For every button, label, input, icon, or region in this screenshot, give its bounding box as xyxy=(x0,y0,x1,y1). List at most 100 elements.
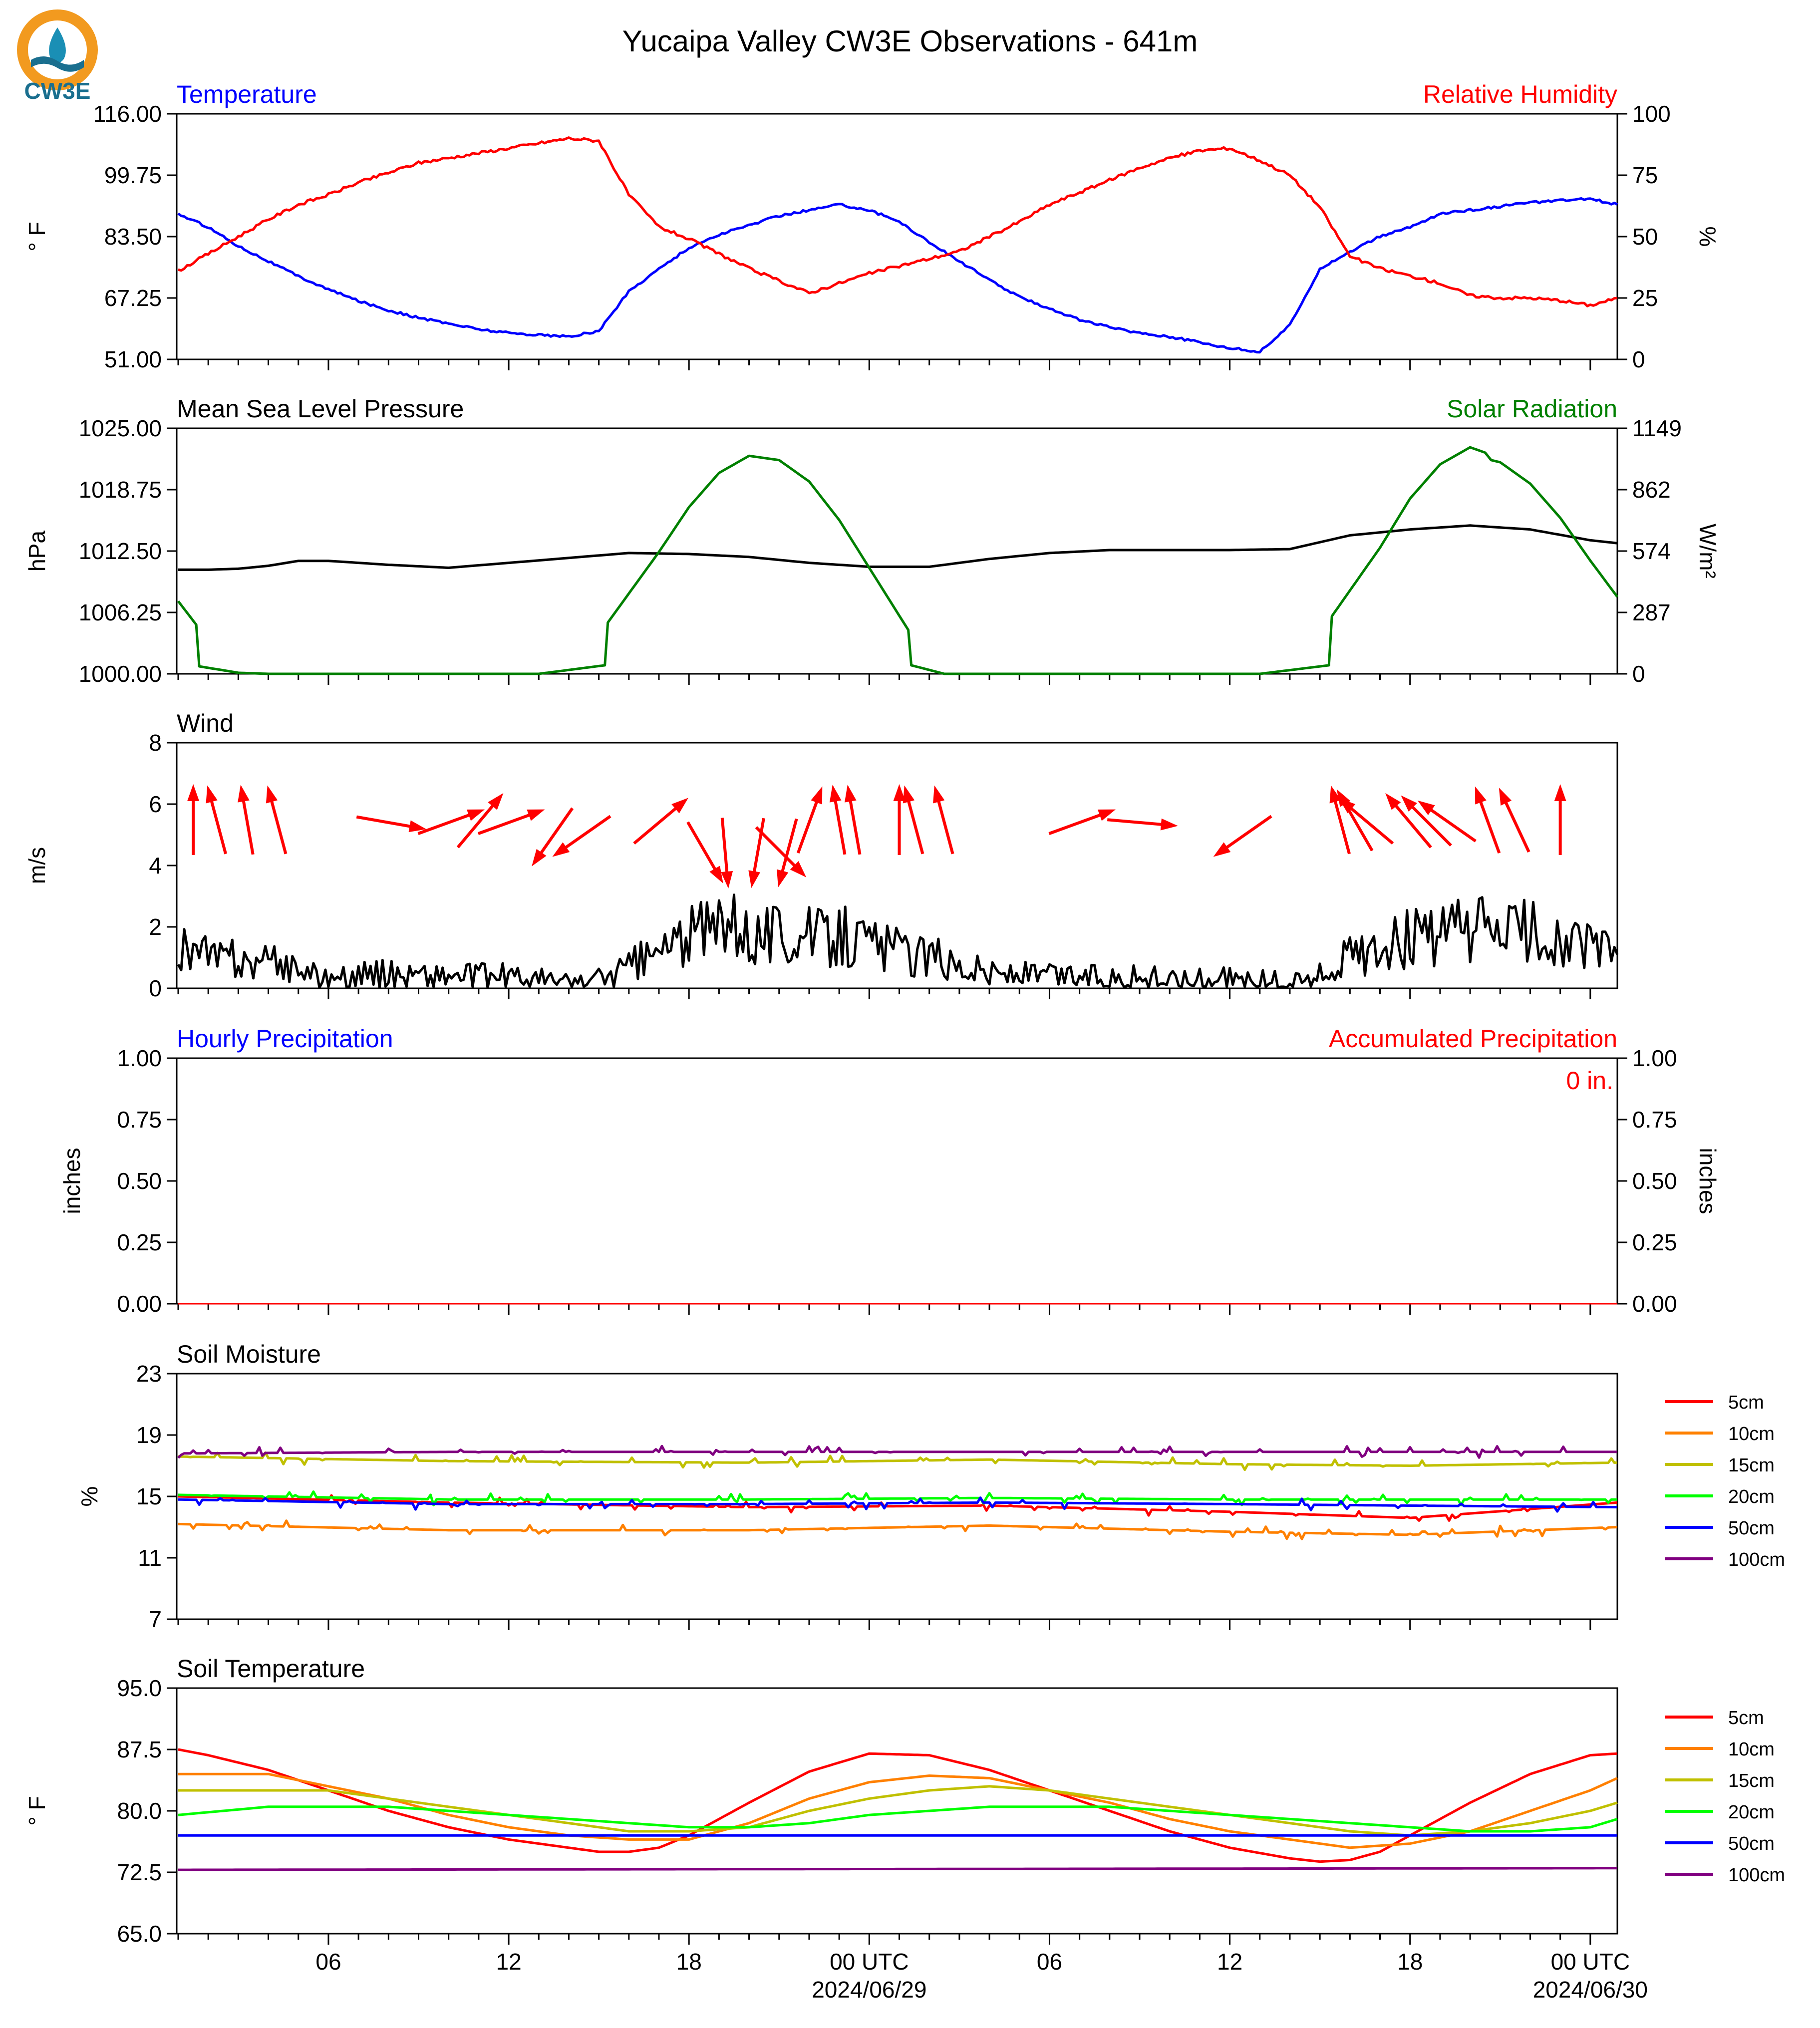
y-axis-label-right: inches xyxy=(1695,1148,1721,1214)
y-tick-label-right: 50 xyxy=(1632,224,1658,250)
x-tick-label: 00 UTC xyxy=(1551,1949,1630,1975)
legend-label: 5cm xyxy=(1728,1708,1764,1729)
wind-arrow xyxy=(477,809,545,835)
y-tick-label-left: 23 xyxy=(136,1361,162,1387)
legend-soil_moisture: 5cm 10cm 15cm 20cm 50cm 100cm xyxy=(1665,1392,1785,1570)
wind-arrow-head xyxy=(552,842,570,857)
wind-arrow xyxy=(633,798,688,845)
series-line-15cm xyxy=(178,1451,1618,1471)
panel-precipitation: 0.00 0.25 0.50 0.75 1.00 0.00 0.25 0.50 0.75 1.00… xyxy=(59,1025,1721,1317)
legend-label: 15cm xyxy=(1728,1770,1775,1791)
wind-arrow-head xyxy=(206,785,218,804)
wind-arrow xyxy=(1107,818,1178,831)
wind-arrow-head xyxy=(671,798,688,814)
wind-arrow-head xyxy=(790,861,807,877)
panel-temperature_rh: 51.00 67.25 83.50 99.75 116.00 0 25 50 75 100 ° F%… xyxy=(24,80,1721,372)
y-tick-label-left: 65.0 xyxy=(117,1921,162,1947)
wind-arrow-head xyxy=(408,820,427,833)
panel-title-left: Temperature xyxy=(177,80,317,108)
wind-arrow xyxy=(1048,809,1116,835)
panel-title-left: Soil Temperature xyxy=(177,1655,365,1683)
y-tick-label-left: 72.5 xyxy=(117,1859,162,1885)
y-tick-label-left: 0.25 xyxy=(117,1229,162,1255)
panels: 51.00 67.25 83.50 99.75 116.00 0 25 50 75 100 ° F%… xyxy=(24,80,1785,2003)
wind-arrow xyxy=(1554,784,1566,855)
wind-arrow-head xyxy=(532,849,547,867)
wind-arrow xyxy=(1417,800,1477,843)
panel-title-left: Soil Moisture xyxy=(177,1340,321,1368)
y-tick-label-left: 0.50 xyxy=(117,1168,162,1194)
wind-arrow-head xyxy=(829,785,842,803)
panel-title-right: Accumulated Precipitation xyxy=(1329,1025,1617,1053)
cw3e-logo: CW3E xyxy=(17,9,98,104)
logo-ring xyxy=(17,9,98,90)
series-line xyxy=(178,524,1618,571)
y-tick-label-right: 574 xyxy=(1632,538,1671,564)
wind-arrow-head xyxy=(1499,788,1512,806)
wind-arrow-head xyxy=(1097,809,1116,821)
wind-arrow-head xyxy=(893,784,906,801)
y-tick-label-left: 1025.00 xyxy=(79,415,162,441)
y-tick-label-right: 0 xyxy=(1632,346,1645,372)
y-axis-label-left: % xyxy=(76,1486,102,1507)
plot-frame xyxy=(176,1057,1618,1305)
wind-arrow-head xyxy=(1554,784,1566,801)
y-tick-label-left: 95.0 xyxy=(117,1675,162,1701)
y-tick-label-left: 1000.00 xyxy=(79,661,162,687)
wind-arrow xyxy=(686,821,723,883)
panel-title-left: Hourly Precipitation xyxy=(177,1025,393,1053)
wind-arrow-head xyxy=(1385,793,1401,810)
panel-pressure_solar: 1000.00 1006.25 1012.50 1018.75 1025.00 0 287 5… xyxy=(24,395,1721,687)
series-line-15cm xyxy=(178,1785,1618,1837)
legend-label: 50cm xyxy=(1728,1518,1775,1539)
y-tick-label-left: 1012.50 xyxy=(79,538,162,564)
y-tick-label-left: 80.0 xyxy=(117,1798,162,1824)
wind-arrow xyxy=(720,818,733,888)
legend-label: 100cm xyxy=(1728,1865,1785,1886)
series-line-5cm xyxy=(178,1494,1618,1522)
series-line xyxy=(177,197,1618,354)
legend-label: 20cm xyxy=(1728,1802,1775,1823)
y-tick-label-right: 100 xyxy=(1632,101,1671,127)
y-tick-label-left: 67.25 xyxy=(104,285,162,311)
y-tick-label-left: 116.00 xyxy=(93,101,162,127)
wind-arrow xyxy=(893,784,906,855)
y-tick-label-left: 0.75 xyxy=(117,1107,162,1133)
wind-arrow-head xyxy=(266,785,278,804)
wind-arrow-head xyxy=(1401,795,1417,812)
y-tick-label-right: 25 xyxy=(1632,285,1658,311)
x-tick-label: 12 xyxy=(1217,1949,1242,1975)
x-date-label: 2024/06/30 xyxy=(1533,1977,1648,2003)
y-tick-label-left: 4 xyxy=(149,853,162,878)
series-line-100cm xyxy=(177,1445,1617,1459)
chart-title: Yucaipa Valley CW3E Observations - 641m xyxy=(622,24,1198,58)
legend-label: 5cm xyxy=(1728,1392,1764,1413)
plot-frame xyxy=(176,427,1618,675)
wind-arrow-head xyxy=(903,785,915,804)
x-tick-label: 06 xyxy=(315,1949,341,1975)
wind-arrow xyxy=(755,826,807,877)
logo-text: CW3E xyxy=(24,78,91,104)
legend-soil_temperature: 5cm 10cm 15cm 20cm 50cm 100cm xyxy=(1665,1708,1785,1886)
wind-arrow-head xyxy=(1475,786,1487,805)
y-axis-label-left: hPa xyxy=(24,531,50,572)
wind-arrow-head xyxy=(1329,785,1341,804)
wind-arrow xyxy=(206,785,227,855)
wind-arrow-head xyxy=(1338,798,1356,814)
wind-arrow-head xyxy=(709,866,723,883)
y-tick-label-right: 287 xyxy=(1632,599,1671,625)
series-line-10cm xyxy=(178,1772,1618,1849)
panel-title-left: Mean Sea Level Pressure xyxy=(177,395,464,423)
plot-frame xyxy=(176,742,1618,989)
wind-arrow xyxy=(1401,795,1452,847)
wind-arrow-head xyxy=(527,809,545,821)
wind-arrow xyxy=(1499,788,1530,853)
y-tick-label-left: 11 xyxy=(138,1545,162,1571)
y-axis-label-right: W/m² xyxy=(1695,524,1721,579)
series-line xyxy=(178,136,1618,307)
wind-arrow-head xyxy=(1417,800,1435,816)
series-line xyxy=(177,446,1618,675)
y-tick-label-right: 0.50 xyxy=(1632,1168,1677,1194)
wind-arrow xyxy=(532,807,574,867)
wind-arrow xyxy=(187,784,200,855)
